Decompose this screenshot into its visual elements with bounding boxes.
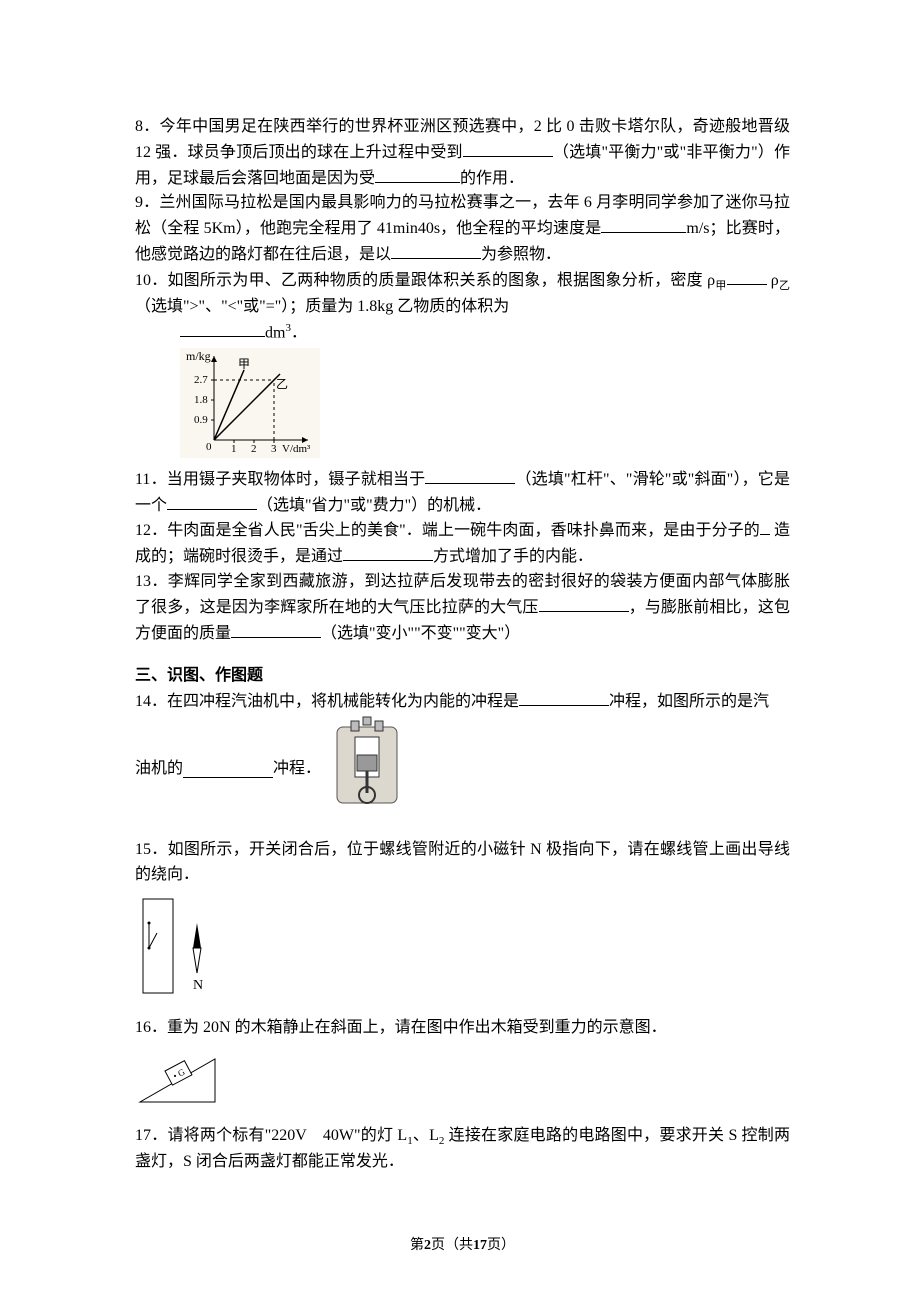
- q9-blank1[interactable]: [601, 216, 686, 233]
- q12-blank2[interactable]: [343, 544, 433, 561]
- q14-blank1[interactable]: [519, 689, 609, 706]
- svg-text:m/kg: m/kg: [186, 349, 211, 363]
- svg-text:N: N: [193, 978, 203, 993]
- question-10: 10．如图所示为甲、乙两种物质的质量跟体积关系的图象，根据图象分析，密度 ρ甲 …: [135, 268, 790, 346]
- q13-blank1[interactable]: [539, 595, 629, 612]
- footer-a: 第: [410, 1238, 424, 1253]
- q10-t4: dm: [265, 324, 285, 341]
- solenoid-compass-icon: N: [135, 893, 225, 1003]
- question-9: 9．兰州国际马拉松是国内最具影响力的马拉松赛事之一，去年 6 月李明同学参加了迷…: [135, 191, 790, 267]
- q16-figure: • G: [135, 1047, 790, 1116]
- q17-t1: 请将两个标有"220V 40W"的灯 L: [167, 1127, 407, 1144]
- q14-t2: 冲程，如图所示的是汽: [609, 693, 769, 710]
- question-17: 17．请将两个标有"220V 40W"的灯 L1、L2 连接在家庭电路的电路图中…: [135, 1124, 790, 1175]
- q13-blank2[interactable]: [231, 621, 321, 638]
- q12-t1: 牛肉面是全省人民"舌尖上的美食"．端上一碗牛肉面，香味扑鼻而来，是由于分子的: [167, 522, 760, 539]
- q10-t2: ρ: [771, 272, 779, 289]
- q8-blank1[interactable]: [463, 140, 553, 157]
- question-14: 14．在四冲程汽油机中，将机械能转化为内能的冲程是 冲程，如图所示的是汽: [135, 689, 790, 715]
- q11-blank2[interactable]: [167, 493, 257, 510]
- q10-figure: m/kg V/dm³ 2.7 1.8 0.9 0 1 2 3 甲 乙: [180, 348, 790, 467]
- q15-figure: N: [135, 893, 790, 1012]
- q11-num: 11．: [135, 471, 167, 488]
- footer-b: 页（共: [431, 1238, 473, 1253]
- question-12: 12．牛肉面是全省人民"舌尖上的美食"．端上一碗牛肉面，香味扑鼻而来，是由于分子…: [135, 518, 790, 570]
- q17-num: 17．: [135, 1127, 167, 1144]
- q9-t3: 为参照物．: [481, 246, 561, 263]
- q11-t1: 当用镊子夹取物体时，镊子就相当于: [167, 471, 426, 488]
- q11-t3: （选填"省力"或"费力"）的机械．: [257, 497, 491, 514]
- svg-text:0: 0: [206, 441, 212, 453]
- svg-text:2: 2: [251, 443, 257, 455]
- q8-t3: 的作用．: [460, 170, 524, 187]
- engine-stroke-icon: [327, 715, 407, 815]
- q10-sub1: 甲: [715, 280, 726, 292]
- question-11: 11．当用镊子夹取物体时，镊子就相当于（选填"杠杆"、"滑轮"或"斜面"），它是…: [135, 467, 790, 519]
- q12-blank1[interactable]: [760, 518, 770, 535]
- q14-blank2[interactable]: [183, 761, 273, 778]
- question-8: 8．今年中国男足在陕西举行的世界杯亚洲区预选赛中，2 比 0 击败卡塔尔队，奇迹…: [135, 115, 790, 191]
- q13-t3: （选填"变小""不变""变大"）: [321, 625, 520, 642]
- q8-blank2[interactable]: [375, 166, 460, 183]
- q10-t3: （选填">"、"<"或"="）；质量为 1.8kg 乙物质的体积为: [135, 298, 509, 315]
- question-16: 16．重为 20N 的木箱静止在斜面上，请在图中作出木箱受到重力的示意图．: [135, 1016, 790, 1041]
- footer-current: 2: [424, 1238, 431, 1253]
- svg-text:1.8: 1.8: [194, 394, 208, 406]
- q10-blank1[interactable]: [727, 268, 767, 285]
- q16-t1: 重为 20N 的木箱静止在斜面上，请在图中作出木箱受到重力的示意图．: [167, 1019, 667, 1036]
- q15-num: 15．: [135, 841, 168, 858]
- svg-text:3: 3: [271, 443, 277, 455]
- q13-num: 13．: [135, 573, 168, 590]
- q9-num: 9．: [135, 194, 159, 211]
- q17-t2: 、L: [413, 1127, 439, 1144]
- q10-t1: 如图所示为甲、乙两种物质的质量跟体积关系的图象，根据图象分析，密度 ρ: [167, 272, 715, 289]
- incline-box-icon: • G: [135, 1047, 225, 1107]
- footer-total: 17: [473, 1238, 487, 1253]
- svg-text:甲: 甲: [238, 357, 250, 371]
- svg-text:乙: 乙: [276, 377, 288, 391]
- q11-blank1[interactable]: [425, 467, 515, 484]
- q16-num: 16．: [135, 1019, 167, 1036]
- q15-t1: 如图所示，开关闭合后，位于螺线管附近的小磁针 N 极指向下，请在螺线管上画出导线…: [135, 841, 790, 883]
- q14-t4: 冲程．: [273, 757, 321, 782]
- q14-num: 14．: [135, 693, 167, 710]
- svg-text:0.9: 0.9: [194, 414, 208, 426]
- q10-t5: ．: [291, 324, 307, 341]
- q14-t3: 油机的: [135, 757, 183, 782]
- footer-c: 页）: [487, 1238, 515, 1253]
- q10-blank2[interactable]: [180, 320, 265, 337]
- q10-sub2: 乙: [779, 280, 790, 292]
- q14-t1: 在四冲程汽油机中，将机械能转化为内能的冲程是: [167, 693, 519, 710]
- q10-num: 10．: [135, 272, 167, 289]
- question-15: 15．如图所示，开关闭合后，位于螺线管附近的小磁针 N 极指向下，请在螺线管上画…: [135, 838, 790, 888]
- svg-text:1: 1: [231, 443, 237, 455]
- page-footer: 第2页（共17页）: [135, 1235, 790, 1257]
- svg-text:V/dm³: V/dm³: [282, 443, 311, 455]
- density-chart-icon: m/kg V/dm³ 2.7 1.8 0.9 0 1 2 3 甲 乙: [180, 348, 320, 458]
- q12-num: 12．: [135, 522, 167, 539]
- q8-num: 8．: [135, 118, 160, 135]
- question-14-line2: 油机的 冲程．: [135, 715, 790, 824]
- q12-t3: 方式增加了手的内能．: [433, 548, 593, 565]
- section-3-title: 三、识图、作图题: [135, 664, 790, 689]
- svg-text:2.7: 2.7: [194, 374, 208, 386]
- q9-blank2[interactable]: [391, 242, 481, 259]
- question-13: 13．李辉同学全家到西藏旅游，到达拉萨后发现带去的密封很好的袋装方便面内部气体膨…: [135, 570, 790, 646]
